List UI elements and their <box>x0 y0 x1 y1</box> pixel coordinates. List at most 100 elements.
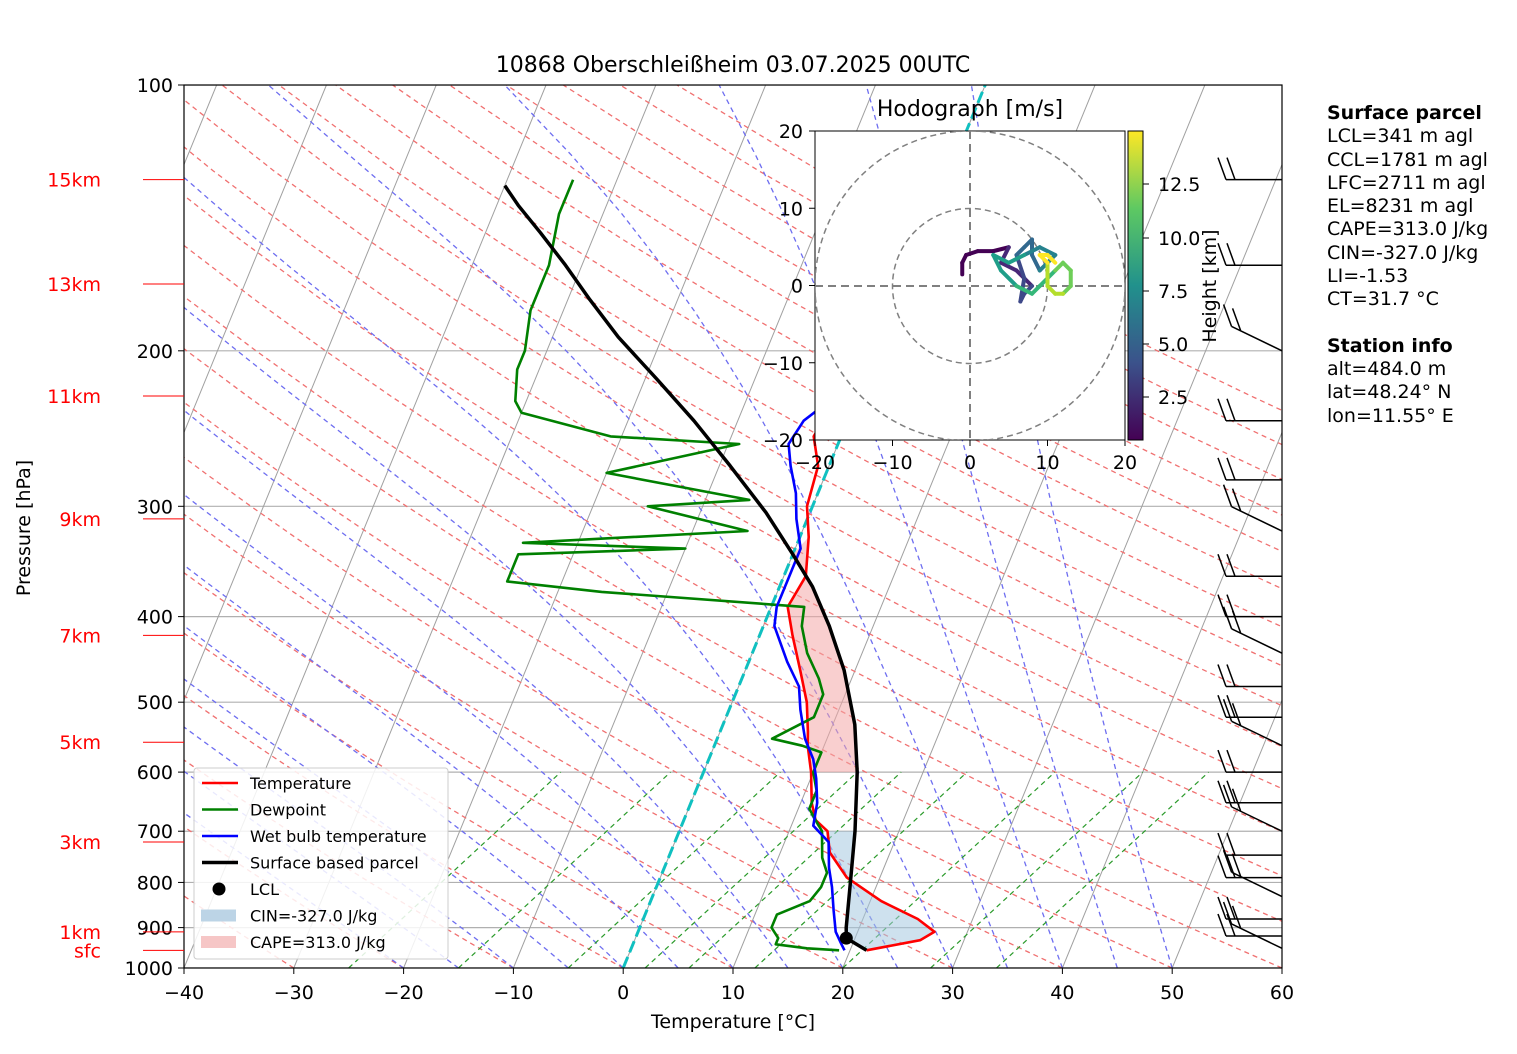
dry-adiabat <box>184 694 624 968</box>
mixing-ratio-line <box>458 771 671 968</box>
dry-adiabat <box>184 456 1063 968</box>
legend-box <box>193 767 449 960</box>
height-label: 1km <box>59 922 101 944</box>
hodograph-segment <box>991 253 1003 273</box>
hodograph-segment <box>964 249 980 257</box>
legend-item: Temperature <box>202 774 351 793</box>
x-tick-label: 50 <box>1160 982 1184 1004</box>
dry-adiabat <box>221 85 1282 707</box>
surface-parcel-line: CT=31.7 °C <box>1327 288 1439 311</box>
wind-barb <box>1222 784 1283 832</box>
dry-adiabat <box>184 194 1282 833</box>
lcl-marker <box>839 931 853 945</box>
height-label: 7km <box>59 625 101 647</box>
chart-title: 10868 Oberschleißheim 03.07.2025 00UTC <box>496 53 971 78</box>
wind-barb <box>1222 484 1283 532</box>
isotherm-line <box>403 85 767 968</box>
wind-barb <box>1222 304 1283 352</box>
hodograph-title: Hodograph [m/s] <box>877 97 1063 122</box>
wind-barb <box>1217 664 1282 688</box>
hodograph-segment <box>999 260 1019 273</box>
legend-label: CIN=-327.0 J/kg <box>250 907 377 926</box>
wind-barb <box>1217 553 1282 577</box>
series-line <box>503 184 868 952</box>
hodograph-segment <box>1022 245 1042 257</box>
wind-barb <box>1217 457 1282 481</box>
wind-barb <box>1217 398 1282 422</box>
height-label: 11km <box>47 386 101 408</box>
hodograph-x-label: 10 <box>1035 452 1059 474</box>
station-info-line: lon=11.55° E <box>1327 404 1454 427</box>
wind-barb <box>1217 832 1282 856</box>
hodograph-frame <box>814 130 1126 441</box>
hodograph-y-label: 10 <box>779 198 803 220</box>
wind-barb <box>1222 849 1283 898</box>
wind-barb <box>1217 157 1282 181</box>
moist-adiabat <box>184 624 624 968</box>
hodograph-segment <box>991 245 1011 254</box>
height-label: 9km <box>59 509 101 531</box>
y-tick-label: 700 <box>137 821 173 843</box>
isotherm-line <box>952 163 1282 968</box>
wind-barb <box>1217 694 1282 718</box>
surface-parcel-line: CIN=-327.0 J/kg <box>1327 241 1479 264</box>
legend-label: Wet bulb temperature <box>250 827 427 846</box>
hodograph-rings <box>815 131 1125 440</box>
hodograph-segment <box>1030 253 1042 273</box>
colorbar-label: 10.0 <box>1158 228 1200 250</box>
moist-adiabat <box>184 678 569 968</box>
colorbar-label: 12.5 <box>1158 174 1200 196</box>
hodograph-y-label: 20 <box>779 121 803 143</box>
height-label: 5km <box>59 732 101 754</box>
y-tick-label: 500 <box>137 692 173 714</box>
mixing-ratio-line <box>567 771 781 968</box>
x-tick-label: 20 <box>831 982 855 1004</box>
mixing-ratio-line <box>688 771 902 968</box>
legend-label: Dewpoint <box>250 801 326 820</box>
moist-adiabat <box>184 306 844 968</box>
wind-barb <box>1217 594 1282 618</box>
hodograph-segment <box>1014 284 1034 296</box>
hodograph-x-label: 20 <box>1113 452 1137 474</box>
legend-item: Surface based parcel <box>202 854 419 873</box>
moist-adiabat <box>184 409 789 968</box>
hodograph-y-label: 0 <box>791 276 803 298</box>
mixing-ratio-line <box>754 771 968 968</box>
hodograph-segment <box>999 268 1019 288</box>
legend-item: LCL <box>212 880 279 899</box>
y-axis-ticks: 100 200 300 400 500 600 700 800 900 1000 <box>125 75 184 980</box>
height-label: 13km <box>47 274 101 296</box>
hodograph-segment <box>1006 253 1027 265</box>
wind-barb <box>1217 749 1282 773</box>
height-label: sfc <box>74 940 101 962</box>
hodograph-y-label: −20 <box>763 430 803 452</box>
wind-barb <box>1217 242 1282 266</box>
side-panel: Surface parcel LCL=341 m agl CCL=1781 m … <box>1327 102 1488 428</box>
legend-label: CAPE=313.0 J/kg <box>250 933 386 952</box>
dry-adiabat <box>184 513 953 968</box>
isotherm-line <box>1171 698 1282 968</box>
legend-swatch <box>212 882 226 896</box>
isotherm-line <box>842 85 1206 968</box>
colorbar-title: Height [km] <box>1199 229 1221 342</box>
height-label: 3km <box>59 832 101 854</box>
hodograph-x-label: 0 <box>964 452 976 474</box>
hodograph-inset: Hodograph [m/s] −20 −10 0 10 20 20 10 0 −10 −20 12.… <box>763 97 1221 474</box>
series-line <box>505 179 840 952</box>
x-axis-label: Temperature [°C] <box>650 1011 815 1033</box>
legend-swatch <box>201 936 236 948</box>
wind-barb <box>1222 901 1283 950</box>
wind-barb <box>1217 896 1282 920</box>
y-axis-label: Pressure [hPa] <box>13 460 35 596</box>
cin-area <box>827 831 935 951</box>
legend-item: Wet bulb temperature <box>202 827 427 846</box>
x-tick-label: −30 <box>274 982 314 1004</box>
isotherm-line <box>184 85 437 702</box>
legend-label: Surface based parcel <box>250 854 419 873</box>
moist-adiabat <box>184 493 734 968</box>
dry-adiabat <box>562 85 1282 481</box>
moist-adiabat <box>718 85 1064 968</box>
height-label: 15km <box>47 170 101 192</box>
station-info-line: alt=484.0 m <box>1327 357 1447 380</box>
